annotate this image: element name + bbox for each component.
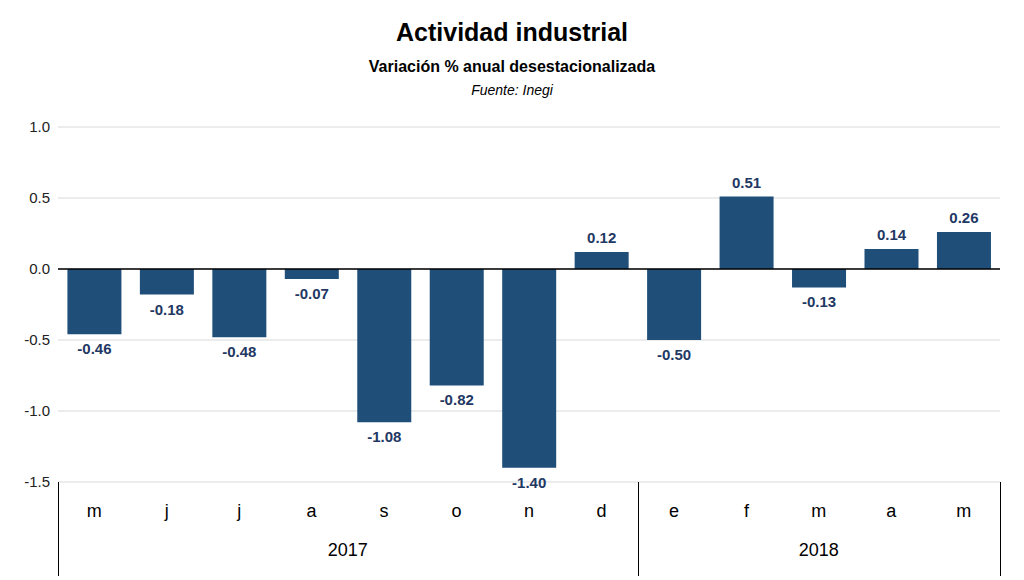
svg-text:0.14: 0.14	[877, 226, 907, 243]
svg-text:-0.07: -0.07	[295, 285, 329, 302]
svg-text:j: j	[164, 501, 169, 521]
svg-text:-0.13: -0.13	[802, 293, 836, 310]
svg-text:e: e	[669, 501, 679, 521]
svg-text:f: f	[744, 501, 750, 521]
html-text:Variación % anual desestaciona: Variación % anual desestacionalizada	[368, 58, 656, 75]
svg-text:-0.50: -0.50	[657, 346, 691, 363]
html-text:2017: 2017	[327, 540, 368, 560]
svg-text:-1.5: -1.5	[24, 473, 50, 490]
svg-text:m: m	[811, 501, 826, 521]
svg-text:-0.46: -0.46	[77, 340, 111, 357]
svg-text:0.26: 0.26	[949, 209, 978, 226]
html-text:2018: 2018	[798, 540, 839, 560]
svg-text:j: j	[236, 501, 241, 521]
svg-text:a: a	[886, 501, 897, 521]
svg-text:-1.40: -1.40	[512, 474, 546, 491]
svg-text:0.12: 0.12	[587, 229, 616, 246]
html-text:Fuente: Inegi: Fuente: Inegi	[471, 82, 553, 98]
svg-text:o: o	[452, 501, 462, 521]
svg-text:-1.0: -1.0	[24, 402, 50, 419]
svg-text:n: n	[524, 501, 534, 521]
html-text:Actividad industrial: Actividad industrial	[396, 18, 628, 46]
svg-text:0.5: 0.5	[29, 189, 50, 206]
svg-text:m: m	[87, 501, 102, 521]
svg-text:-0.48: -0.48	[222, 343, 256, 360]
svg-text:0.51: 0.51	[732, 174, 761, 191]
svg-text:-0.5: -0.5	[24, 331, 50, 348]
svg-text:-0.82: -0.82	[440, 391, 474, 408]
svg-text:d: d	[596, 501, 606, 521]
svg-text:s: s	[380, 501, 389, 521]
svg-text:1.0: 1.0	[29, 118, 50, 135]
svg-text:a: a	[307, 501, 318, 521]
svg-text:m: m	[956, 501, 971, 521]
svg-text:0.0: 0.0	[29, 260, 50, 277]
svg-text:-0.18: -0.18	[150, 301, 184, 318]
svg-text:-1.08: -1.08	[367, 428, 401, 445]
